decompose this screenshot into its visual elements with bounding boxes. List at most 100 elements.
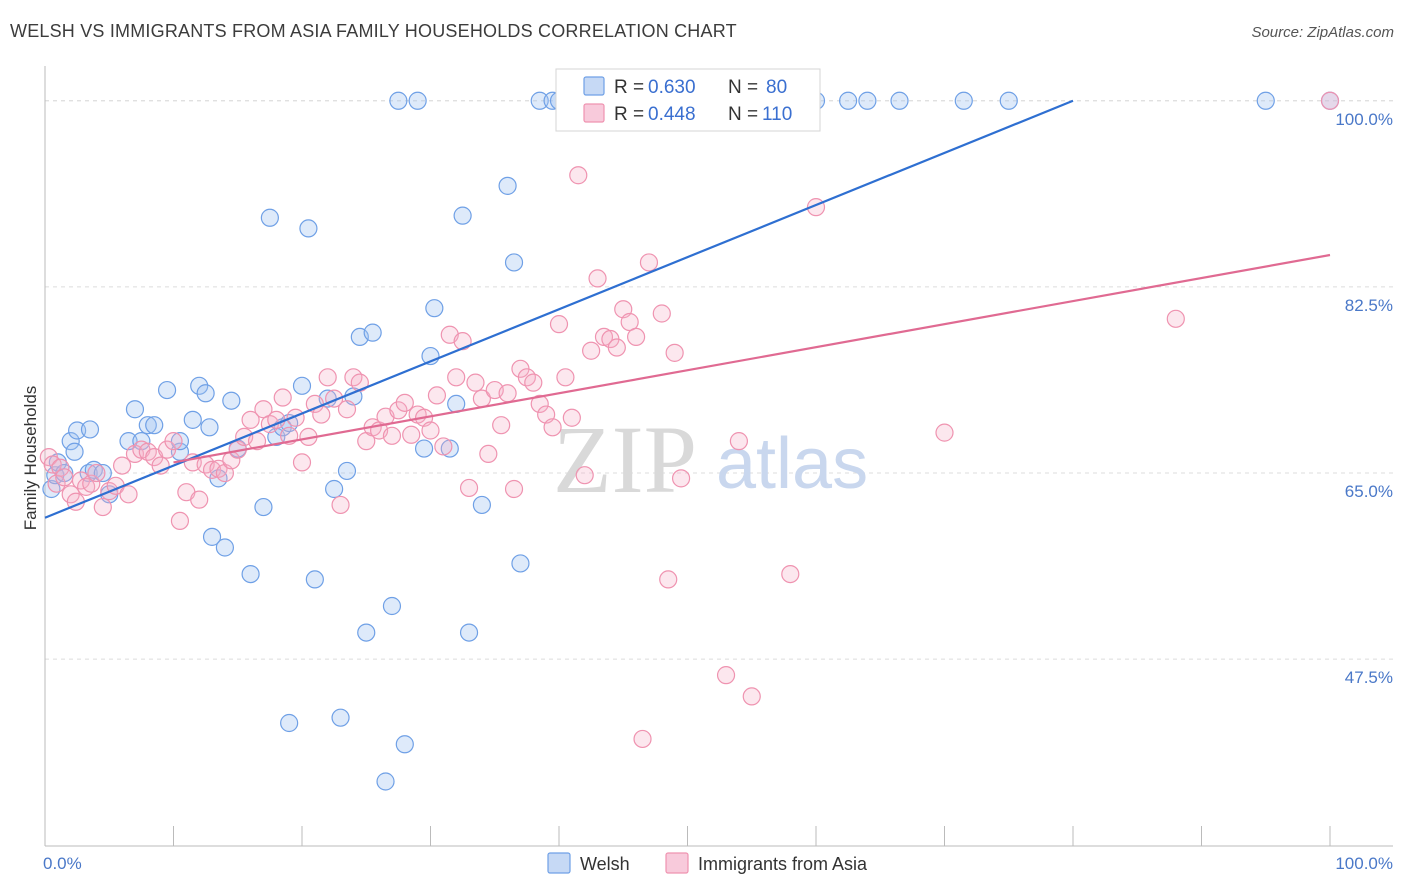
welsh-point-23 <box>200 418 219 437</box>
legend-welsh-n-label: N = <box>728 77 758 98</box>
asia-point-59 <box>402 425 421 444</box>
asia-point-96 <box>639 253 659 272</box>
asia-point-103 <box>742 687 761 706</box>
asia-point-22 <box>164 432 183 451</box>
welsh-point-4 <box>61 432 80 451</box>
welsh-point-19 <box>170 432 190 451</box>
welsh-point-54 <box>425 299 444 318</box>
welsh-point-46 <box>363 323 382 342</box>
asia-point-34 <box>241 410 260 429</box>
legend-asia-n-label: N = <box>728 104 758 125</box>
asia-point-57 <box>389 401 408 420</box>
asia-point-11 <box>93 497 112 517</box>
asia-point-71 <box>479 444 498 463</box>
welsh-point-0 <box>42 479 61 499</box>
legend-welsh-n-value: 80 <box>766 77 787 98</box>
welsh-point-45 <box>357 623 376 642</box>
welsh-point-48 <box>382 596 402 616</box>
y-tick-label-1: 65.0% <box>1345 482 1393 501</box>
welsh-point-58 <box>459 623 479 642</box>
welsh-point-61 <box>504 253 524 272</box>
legend-welsh-r-label: R = <box>614 77 644 98</box>
asia-point-26 <box>190 490 209 509</box>
asia-point-49 <box>337 400 357 419</box>
welsh-point-30 <box>254 497 273 517</box>
chart-title: WELSH VS IMMIGRANTS FROM ASIA FAMILY HOU… <box>10 21 737 41</box>
asia-point-109 <box>1320 91 1340 110</box>
welsh-point-21 <box>190 376 209 395</box>
welsh-point-20 <box>183 410 202 429</box>
series-legend: Welsh Immigrants from Asia <box>547 852 868 874</box>
asia-point-108 <box>1166 309 1185 328</box>
asia-point-73 <box>492 416 511 435</box>
welsh-point-7 <box>80 420 100 439</box>
asia-point-14 <box>112 456 132 475</box>
asia-point-10 <box>87 463 106 483</box>
asia-point-94 <box>626 327 646 346</box>
welsh-point-22 <box>196 384 215 403</box>
welsh-point-27 <box>222 391 241 410</box>
asia-point-62 <box>421 421 440 440</box>
asia-point-87 <box>582 341 601 360</box>
bottom-legend-welsh: Welsh <box>580 854 630 874</box>
asia-point-42 <box>292 453 312 472</box>
welsh-point-10 <box>93 463 112 483</box>
bottom-legend-swatch-welsh <box>547 852 571 874</box>
legend-swatch-asia <box>583 103 605 123</box>
axes <box>44 66 1393 847</box>
source-label: Source: ZipAtlas.com <box>1251 24 1394 41</box>
welsh-point-37 <box>299 219 318 238</box>
asia-point-39 <box>273 388 292 407</box>
asia-point-101 <box>716 666 736 685</box>
asia-point-75 <box>504 479 524 499</box>
welsh-point-26 <box>215 538 234 557</box>
welsh-point-74 <box>858 91 877 110</box>
asia-point-84 <box>562 408 581 427</box>
welsh-point-51 <box>408 91 427 110</box>
welsh-point-50 <box>395 735 414 754</box>
welsh-point-13 <box>125 400 145 419</box>
welsh-point-78 <box>1256 91 1275 110</box>
asia-point-81 <box>543 418 562 437</box>
x-tick-label-min: 0.0% <box>43 854 82 873</box>
welsh-point-38 <box>305 570 324 589</box>
welsh-point-73 <box>839 91 858 110</box>
asia-point-79 <box>530 394 549 414</box>
asia-point-68 <box>459 478 479 498</box>
legend-swatch-welsh <box>583 76 605 96</box>
y-tick-label-2: 82.5% <box>1345 296 1393 315</box>
asia-point-64 <box>434 437 453 456</box>
asia-point-91 <box>607 338 626 357</box>
welsh-point-29 <box>241 564 260 584</box>
welsh-trend-line <box>44 99 1074 519</box>
welsh-point-59 <box>472 495 491 515</box>
asia-point-48 <box>331 495 350 515</box>
asia-point-74 <box>498 384 517 403</box>
asia-point-58 <box>395 393 414 412</box>
asia-point-85 <box>569 166 588 185</box>
welsh-point-57 <box>453 206 472 225</box>
welsh-point-31 <box>260 208 279 227</box>
asia-point-98 <box>659 570 678 589</box>
asia-point-56 <box>382 426 402 445</box>
welsh-point-47 <box>376 772 395 791</box>
welsh-point-40 <box>325 479 344 499</box>
asia-point-99 <box>665 343 684 362</box>
asia-point-100 <box>671 469 691 488</box>
welsh-point-52 <box>414 439 434 458</box>
bottom-legend-asia: Immigrants from Asia <box>698 854 868 874</box>
bottom-legend-swatch-asia <box>665 852 689 874</box>
y-tick-label-3: 100.0% <box>1335 110 1393 129</box>
stats-legend: R = 0.630 N = 80 R = 0.448 N = 110 <box>555 68 821 132</box>
asia-point-102 <box>729 432 749 451</box>
asia-point-69 <box>466 373 485 392</box>
welsh-point-24 <box>202 527 222 546</box>
asia-point-3 <box>51 458 70 477</box>
asia-trend-line <box>173 253 1331 464</box>
asia-point-82 <box>549 315 569 334</box>
asia-point-63 <box>427 386 447 405</box>
watermark-atlas: atlas <box>716 424 868 504</box>
asia-point-97 <box>652 304 671 323</box>
x-tick-label-max: 100.0% <box>1335 854 1393 873</box>
